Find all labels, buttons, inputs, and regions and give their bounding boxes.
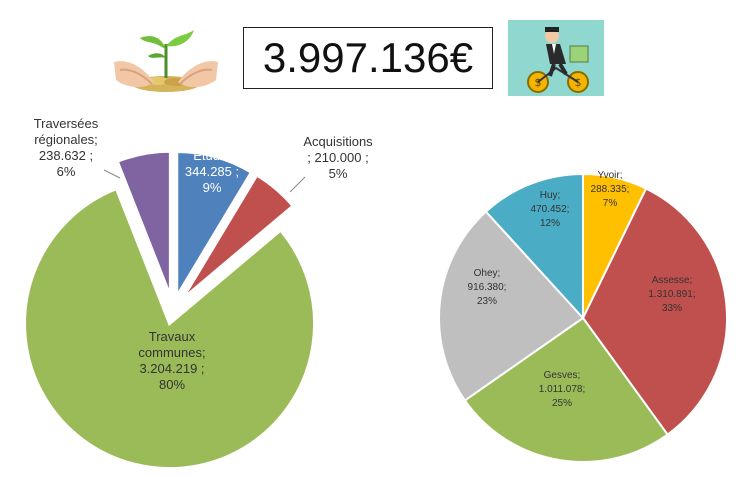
slice-label-travaux-communes: Travaux communes; 3.204.219 ; 80% (138, 329, 205, 392)
pie-slice-acquisitions (180, 173, 296, 301)
total-amount: 3.997.136€ (243, 27, 493, 89)
pie-slice-etude (175, 150, 254, 302)
pie-slice-gesves (463, 316, 669, 463)
pie-slice-assesse (581, 187, 728, 436)
slice-label-assesse: Assesse; 1.310.891; 33% (648, 275, 695, 314)
slice-label-ohey: Ohey; 916.380; 23% (468, 268, 507, 307)
slice-label-etude: Etude; 344.285 ; 9% (185, 148, 239, 195)
leader-line-acquisitions (289, 176, 306, 193)
slice-label-gesves: Gesves; 1.011.078; 25% (539, 370, 586, 409)
pie-slice-huy (484, 172, 584, 321)
pie-slice-ohey (438, 210, 585, 402)
pie-chart-1: Etude; 344.285 ; 9% Acquisitions; 210.000 ;… (23, 116, 373, 471)
pie-slice-travaux-communes (23, 186, 317, 471)
pie-slice-traversees-regionales (115, 149, 172, 297)
slice-label-yvoir: Yvoir; 288.335; 7% (591, 170, 630, 209)
hands-plant-coins-image (110, 18, 222, 96)
cyclist-money-image: $ $ (508, 20, 604, 96)
slice-label-acquisitions: Acquisitions; 210.000 ; 5% (303, 134, 373, 181)
slice-label-huy: Huy; 470.452; 12% (531, 190, 570, 229)
svg-text:$: $ (575, 76, 582, 89)
leader-line-traversees-regionales (103, 169, 121, 179)
svg-text:$: $ (535, 76, 542, 89)
slice-label-traversees-regionales: Traversées régionales; 238.632 ; 6% (34, 116, 99, 179)
pie-chart-2: Yvoir; 288.335; 7% Assesse; 1.310.891; 33% Ges… (438, 170, 728, 463)
